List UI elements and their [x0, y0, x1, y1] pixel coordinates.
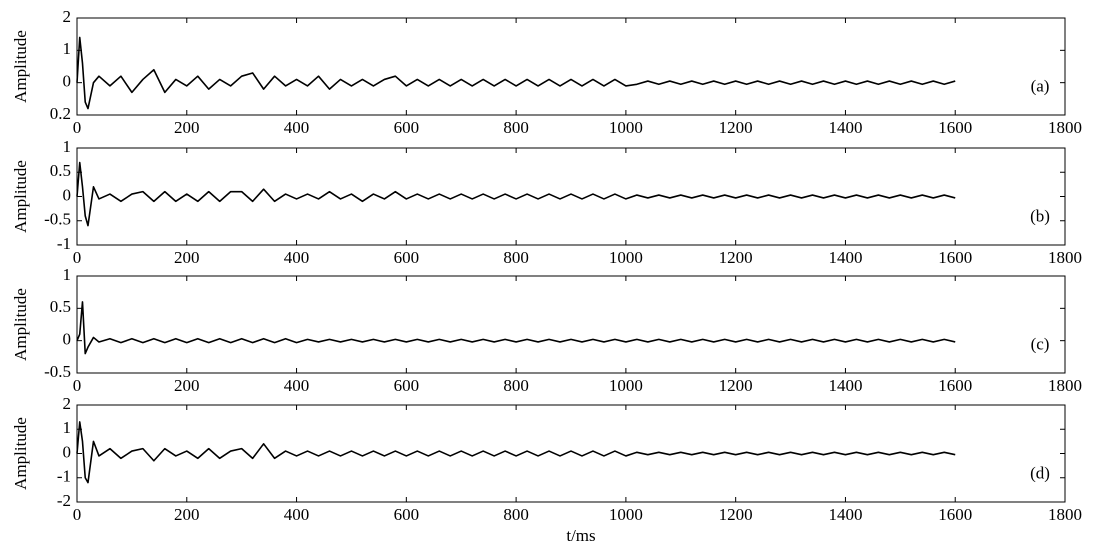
- x-tick-label: 1400: [828, 505, 862, 524]
- x-tick-label: 400: [284, 376, 310, 395]
- x-tick-label: 1200: [719, 248, 753, 267]
- y-tick-label: -0.5: [44, 362, 71, 381]
- x-tick-label: 600: [394, 118, 420, 137]
- y-tick-label: -1: [57, 234, 71, 253]
- x-tick-label: 0: [73, 118, 82, 137]
- panel-label: (a): [1031, 77, 1050, 96]
- plot-frame: [76, 275, 1066, 374]
- x-tick-label: 0: [73, 505, 82, 524]
- y-tick-label: 0.5: [50, 297, 71, 316]
- x-tick-label: 400: [284, 118, 310, 137]
- y-tick-label: -1: [57, 467, 71, 486]
- x-tick-label: 1600: [938, 118, 972, 137]
- x-tick-label: 1400: [828, 248, 862, 267]
- x-tick-label: 600: [394, 376, 420, 395]
- x-tick-label: 1000: [609, 118, 643, 137]
- x-tick-label: 800: [503, 505, 529, 524]
- y-tick-label: 2: [63, 7, 72, 26]
- y-tick-label: 1: [63, 137, 72, 156]
- y-tick-label: 1: [63, 265, 72, 284]
- x-tick-label: 1400: [828, 376, 862, 395]
- x-tick-label: 1800: [1048, 376, 1082, 395]
- x-tick-label: 1000: [609, 505, 643, 524]
- y-tick-label: 1: [63, 39, 72, 58]
- x-tick-label: 800: [503, 118, 529, 137]
- x-tick-label: 200: [174, 376, 200, 395]
- signal-line: [76, 301, 956, 355]
- y-tick-label: -2: [57, 491, 71, 510]
- y-tick-label: 0.5: [50, 161, 71, 180]
- x-tick-label: 200: [174, 248, 200, 267]
- x-tick-label: 1000: [609, 376, 643, 395]
- x-tick-label: 400: [284, 505, 310, 524]
- x-tick-label: 1600: [938, 248, 972, 267]
- x-tick-label: 1800: [1048, 248, 1082, 267]
- y-tick-label: 0.2: [50, 104, 71, 123]
- signal-line: [76, 161, 956, 227]
- y-axis-label: Amplitude: [11, 30, 30, 103]
- x-tick-label: 200: [174, 505, 200, 524]
- x-tick-label: 1000: [609, 248, 643, 267]
- x-tick-label: 200: [174, 118, 200, 137]
- signal-line: [76, 36, 956, 110]
- x-axis-label: t/ms: [566, 526, 595, 545]
- x-tick-label: 600: [394, 248, 420, 267]
- y-axis-label: Amplitude: [11, 417, 30, 490]
- panel-label: (c): [1031, 335, 1050, 354]
- y-tick-label: 2: [63, 394, 72, 413]
- x-tick-label: 1400: [828, 118, 862, 137]
- y-axis-label: Amplitude: [11, 160, 30, 233]
- x-tick-label: 0: [73, 376, 82, 395]
- y-tick-label: -0.5: [44, 210, 71, 229]
- x-tick-label: 600: [394, 505, 420, 524]
- x-tick-label: 400: [284, 248, 310, 267]
- x-tick-label: 1200: [719, 505, 753, 524]
- signal-line: [76, 421, 956, 484]
- panel-label: (d): [1030, 464, 1050, 483]
- y-tick-label: 0: [63, 185, 72, 204]
- y-tick-label: 1: [63, 418, 72, 437]
- x-tick-label: 1200: [719, 376, 753, 395]
- x-tick-label: 1800: [1048, 505, 1082, 524]
- y-tick-label: 0: [63, 442, 72, 461]
- x-tick-label: 1200: [719, 118, 753, 137]
- x-tick-label: 800: [503, 376, 529, 395]
- y-axis-label: Amplitude: [11, 288, 30, 361]
- x-tick-label: 800: [503, 248, 529, 267]
- x-tick-label: 0: [73, 248, 82, 267]
- plot-frame: [76, 17, 1066, 116]
- x-tick-label: 1600: [938, 505, 972, 524]
- panel-label: (b): [1030, 207, 1050, 226]
- y-tick-label: 0: [63, 330, 72, 349]
- y-tick-label: 0: [63, 72, 72, 91]
- x-tick-label: 1800: [1048, 118, 1082, 137]
- x-tick-label: 1600: [938, 376, 972, 395]
